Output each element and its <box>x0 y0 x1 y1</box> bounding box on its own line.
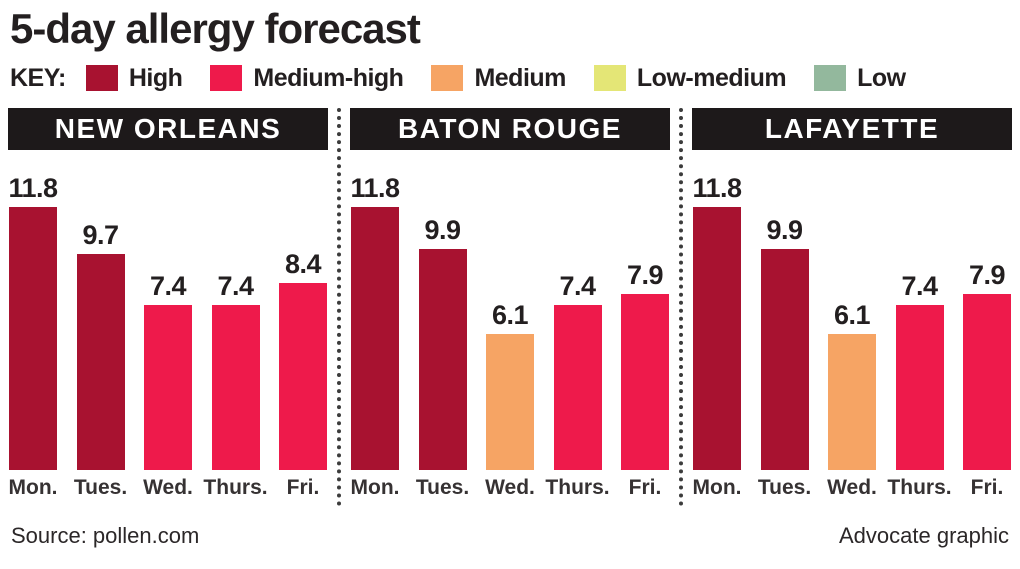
day-axis-label: Tues. <box>757 476 812 500</box>
day-axis-label: Thurs. <box>887 476 952 500</box>
bar-thurs <box>895 305 944 471</box>
legend-item-label: Medium <box>474 63 566 92</box>
chart-lafayette: 11.8 Mon. 9.9 Tues. 6.1 Wed. 7.4 Thurs. 7.9 Fri. <box>692 150 1012 506</box>
legend-label: KEY: <box>10 63 66 92</box>
legend-swatch-low <box>814 65 847 92</box>
bar-column: 7.4 Thurs. <box>887 150 951 506</box>
day-axis-label: Thurs. <box>203 476 268 500</box>
bar-column: 8.4 Fri. <box>279 150 327 506</box>
bar-value-label: 8.4 <box>284 249 322 280</box>
legend-item-medium-high: Medium-high <box>210 63 404 93</box>
bar-column: 9.7 Tues. <box>73 150 128 506</box>
footer: Source: pollen.com Advocate graphic <box>8 523 1012 549</box>
day-axis-label: Fri. <box>970 476 1004 500</box>
bar-column: 9.9 Tues. <box>757 150 812 506</box>
bar-value-label: 7.4 <box>559 271 596 302</box>
panel-divider <box>337 108 341 507</box>
day-axis-label: Mon. <box>692 476 742 500</box>
legend-item-label: Low-medium <box>636 63 787 92</box>
bar-column: 7.4 Thurs. <box>203 150 267 506</box>
bar-wed <box>486 334 534 471</box>
bar-column: 7.9 Fri. <box>621 150 669 506</box>
graphic-credit: Advocate graphic <box>839 523 1009 549</box>
legend: KEY: High Medium-high Medium Low-medium Low <box>8 63 1012 93</box>
bar-tues <box>760 249 809 471</box>
bar-value-label: 7.9 <box>968 260 1006 291</box>
panel-divider <box>679 108 683 507</box>
bar-column: 7.4 Wed. <box>143 150 193 506</box>
bar-tues <box>418 249 467 471</box>
bar-column: 11.8 Mon. <box>692 150 742 506</box>
bar-thurs <box>211 305 260 471</box>
bar-value-label: 7.9 <box>626 260 664 291</box>
panel-title-baton-rouge: BATON ROUGE <box>350 108 670 151</box>
bar-column: 6.1 Wed. <box>485 150 535 506</box>
bar-tues <box>76 254 125 471</box>
day-axis-label: Fri. <box>286 476 320 500</box>
bar-value-label: 7.4 <box>217 271 254 302</box>
bar-wed <box>144 305 192 471</box>
legend-item-low: Low <box>814 64 906 93</box>
source-credit: Source: pollen.com <box>11 523 200 549</box>
panels: NEW ORLEANS 11.8 Mon. 9.7 Tues. 7.4 Wed. 7.4 Thu… <box>8 108 1012 507</box>
day-axis-label: Tues. <box>415 476 470 500</box>
legend-item-low-medium: Low-medium <box>593 63 787 93</box>
panel-title-lafayette: LAFAYETTE <box>692 108 1012 151</box>
bar-thurs <box>553 305 602 471</box>
panel-lafayette: LAFAYETTE 11.8 Mon. 9.9 Tues. 6.1 Wed. 7.4 Thurs… <box>692 108 1012 506</box>
bar-value-label: 11.8 <box>8 173 58 204</box>
bar-value-label: 7.4 <box>149 271 187 302</box>
bar-value-label: 9.9 <box>424 215 461 246</box>
chart-new-orleans: 11.8 Mon. 9.7 Tues. 7.4 Wed. 7.4 Thurs. 8.4 Fri. <box>8 150 328 506</box>
bar-fri <box>621 294 669 471</box>
bar-value-label: 9.9 <box>766 215 803 246</box>
day-axis-label: Mon. <box>350 476 400 500</box>
legend-swatch-medium <box>431 65 464 92</box>
bar-wed <box>828 334 876 471</box>
bar-fri <box>963 294 1011 471</box>
bar-value-label: 11.8 <box>350 173 400 204</box>
legend-item-high: High <box>85 63 183 93</box>
day-axis-label: Wed. <box>827 476 877 500</box>
day-axis-label: Fri. <box>628 476 662 500</box>
bar-column: 6.1 Wed. <box>827 150 877 506</box>
bar-column: 7.4 Thurs. <box>545 150 609 506</box>
bar-column: 7.9 Fri. <box>963 150 1011 506</box>
panel-title-new-orleans: NEW ORLEANS <box>8 108 328 151</box>
bar-mon <box>693 207 741 471</box>
panel-new-orleans: NEW ORLEANS 11.8 Mon. 9.7 Tues. 7.4 Wed. 7.4 Thu… <box>8 108 328 506</box>
day-axis-label: Mon. <box>8 476 58 500</box>
legend-swatch-high <box>85 65 118 92</box>
bar-value-label: 6.1 <box>833 300 871 331</box>
legend-item-label: Low <box>857 63 906 92</box>
day-axis-label: Wed. <box>143 476 193 500</box>
page-title: 5-day allergy forecast <box>10 5 421 52</box>
day-axis-label: Wed. <box>485 476 535 500</box>
bar-mon <box>351 207 399 471</box>
bar-column: 11.8 Mon. <box>350 150 400 506</box>
legend-item-label: High <box>128 63 183 92</box>
bar-value-label: 9.7 <box>82 220 119 251</box>
chart-baton-rouge: 11.8 Mon. 9.9 Tues. 6.1 Wed. 7.4 Thurs. 7.9 Fri. <box>350 150 670 506</box>
legend-item-label: Medium-high <box>253 63 404 92</box>
day-axis-label: Tues. <box>73 476 128 500</box>
bar-column: 11.8 Mon. <box>8 150 58 506</box>
bar-mon <box>9 207 57 471</box>
day-axis-label: Thurs. <box>545 476 610 500</box>
legend-swatch-medium-high <box>210 65 243 92</box>
bar-fri <box>279 283 327 471</box>
legend-swatch-low-medium <box>593 65 626 92</box>
bar-value-label: 6.1 <box>491 300 529 331</box>
legend-item-medium: Medium <box>431 63 566 93</box>
bar-value-label: 11.8 <box>692 173 742 204</box>
bar-value-label: 7.4 <box>901 271 938 302</box>
bar-column: 9.9 Tues. <box>415 150 470 506</box>
panel-baton-rouge: BATON ROUGE 11.8 Mon. 9.9 Tues. 6.1 Wed. 7.4 Thu… <box>350 108 670 506</box>
